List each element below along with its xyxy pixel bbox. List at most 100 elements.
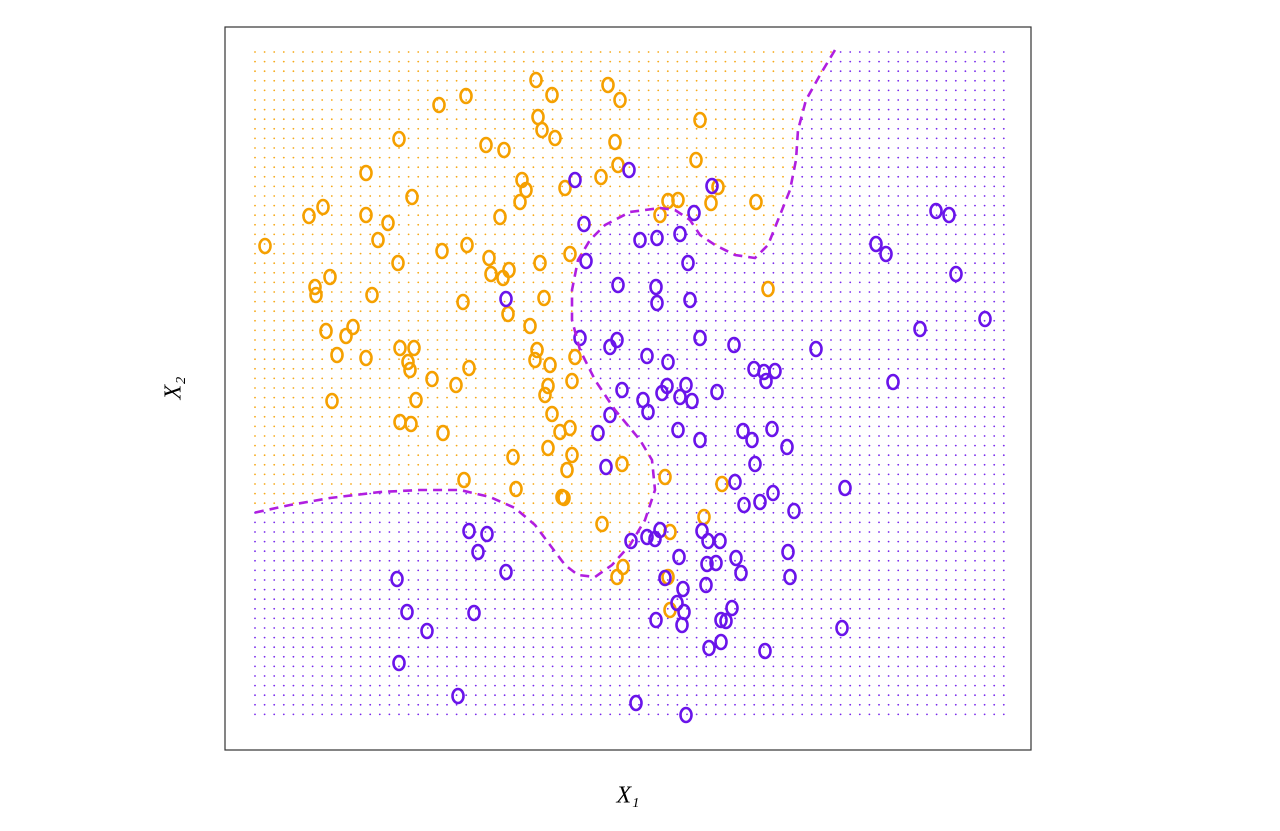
grid-dot [263, 367, 266, 370]
grid-dot [436, 147, 439, 149]
grid-dot [791, 531, 794, 533]
grid-dot [407, 118, 410, 121]
grid-dot [628, 262, 631, 265]
grid-dot [772, 703, 775, 706]
grid-dot [849, 531, 852, 533]
grid-dot [494, 694, 496, 697]
grid-dot [321, 473, 324, 476]
grid-dot [590, 70, 592, 73]
grid-dot [849, 579, 852, 581]
grid-dot [695, 713, 698, 716]
grid-dot [830, 655, 832, 658]
grid-dot [273, 569, 276, 572]
grid-dot [474, 271, 477, 274]
grid-dot [273, 348, 276, 351]
grid-dot [455, 60, 458, 63]
grid-dot [484, 559, 487, 562]
grid-dot [446, 406, 448, 409]
grid-dot [801, 291, 804, 293]
grid-dot [446, 367, 448, 370]
grid-dot [753, 60, 756, 63]
grid-dot [695, 703, 698, 706]
grid-dot [926, 675, 928, 677]
grid-dot [791, 435, 794, 437]
grid-dot [494, 492, 496, 495]
grid-dot [350, 636, 352, 639]
grid-dot [734, 358, 736, 361]
grid-dot [830, 223, 832, 226]
grid-dot [695, 310, 698, 313]
grid-dot [599, 713, 602, 716]
grid-dot [580, 156, 583, 159]
grid-dot [897, 511, 900, 514]
grid-dot [609, 118, 612, 121]
grid-dot [618, 51, 621, 53]
grid-dot [398, 511, 400, 514]
grid-dot [906, 675, 909, 677]
grid-dot [705, 665, 708, 668]
grid-dot [906, 175, 909, 178]
grid-dot [561, 204, 564, 207]
grid-dot [734, 367, 736, 370]
grid-dot [810, 473, 813, 476]
grid-dot [714, 473, 717, 476]
grid-dot [350, 79, 352, 82]
grid-dot [714, 675, 717, 677]
grid-dot [657, 175, 660, 178]
grid-dot [666, 406, 669, 409]
grid-dot [734, 175, 736, 178]
grid-dot [820, 70, 823, 73]
grid-dot [686, 579, 688, 581]
grid-dot [887, 684, 890, 687]
grid-dot [302, 70, 304, 73]
grid-dot [791, 483, 794, 485]
grid-dot [714, 713, 717, 716]
grid-dot [724, 511, 727, 514]
grid-dot [273, 367, 276, 370]
grid-dot [503, 415, 506, 418]
grid-dot [590, 118, 592, 121]
grid-dot [743, 598, 746, 601]
grid-dot [311, 60, 314, 63]
grid-dot [570, 406, 573, 409]
grid-dot [820, 694, 823, 697]
grid-dot [359, 617, 362, 620]
grid-dot [695, 127, 698, 130]
grid-dot [810, 175, 813, 178]
grid-dot [714, 233, 717, 236]
grid-dot [522, 99, 525, 101]
grid-dot [292, 175, 295, 178]
grid-dot [705, 358, 708, 361]
grid-dot [503, 166, 506, 169]
grid-dot [513, 627, 516, 629]
grid-dot [388, 137, 391, 140]
grid-dot [791, 262, 794, 265]
grid-dot [330, 291, 333, 293]
grid-dot [695, 271, 698, 274]
grid-dot [638, 617, 640, 620]
grid-dot [753, 166, 756, 169]
grid-dot [686, 300, 688, 303]
grid-dot [839, 70, 842, 73]
grid-dot [398, 281, 400, 284]
grid-dot [599, 646, 602, 649]
grid-dot [839, 675, 842, 677]
grid-dot [686, 444, 688, 447]
grid-dot [551, 454, 554, 457]
grid-dot [282, 435, 285, 437]
grid-dot [618, 655, 621, 658]
grid-dot [446, 329, 448, 332]
grid-dot [714, 492, 717, 495]
grid-dot [676, 655, 679, 658]
grid-dot [609, 435, 612, 437]
grid-dot [494, 425, 496, 428]
grid-dot [753, 531, 756, 533]
grid-dot [599, 444, 602, 447]
grid-dot [743, 694, 746, 697]
grid-dot [561, 540, 564, 543]
grid-dot [465, 425, 468, 428]
grid-dot [926, 175, 928, 178]
grid-dot [830, 492, 832, 495]
grid-dot [513, 358, 516, 361]
grid-dot [474, 387, 477, 389]
